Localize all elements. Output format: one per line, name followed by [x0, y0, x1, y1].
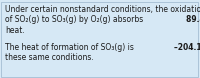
Text: 89.4 kJ/mol: 89.4 kJ/mol: [186, 16, 200, 24]
Text: Under certain nonstandard conditions, the oxidation of 1 mol: Under certain nonstandard conditions, th…: [5, 5, 200, 14]
Text: of SO₂(g) to SO₃(g) by O₂(g) absorbs: of SO₂(g) to SO₃(g) by O₂(g) absorbs: [5, 16, 146, 24]
Text: The heat of formation of SO₃(g) is: The heat of formation of SO₃(g) is: [5, 43, 136, 52]
Text: –204.1 kJ/mol: –204.1 kJ/mol: [174, 43, 200, 52]
Text: heat.: heat.: [5, 26, 25, 35]
Text: these same conditions.: these same conditions.: [5, 53, 94, 62]
